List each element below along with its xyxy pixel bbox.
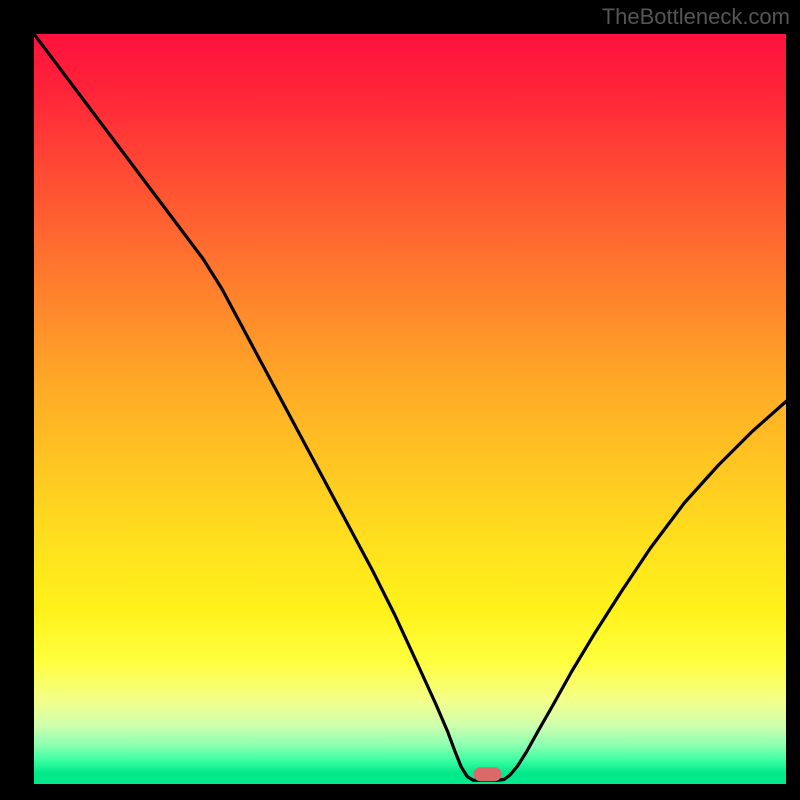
minimum-marker — [474, 768, 501, 782]
bottleneck-curve — [34, 34, 786, 780]
chart-canvas: TheBottleneck.com — [0, 0, 800, 800]
watermark-text: TheBottleneck.com — [602, 4, 790, 30]
curve-layer — [34, 34, 786, 784]
plot-area — [34, 34, 786, 784]
